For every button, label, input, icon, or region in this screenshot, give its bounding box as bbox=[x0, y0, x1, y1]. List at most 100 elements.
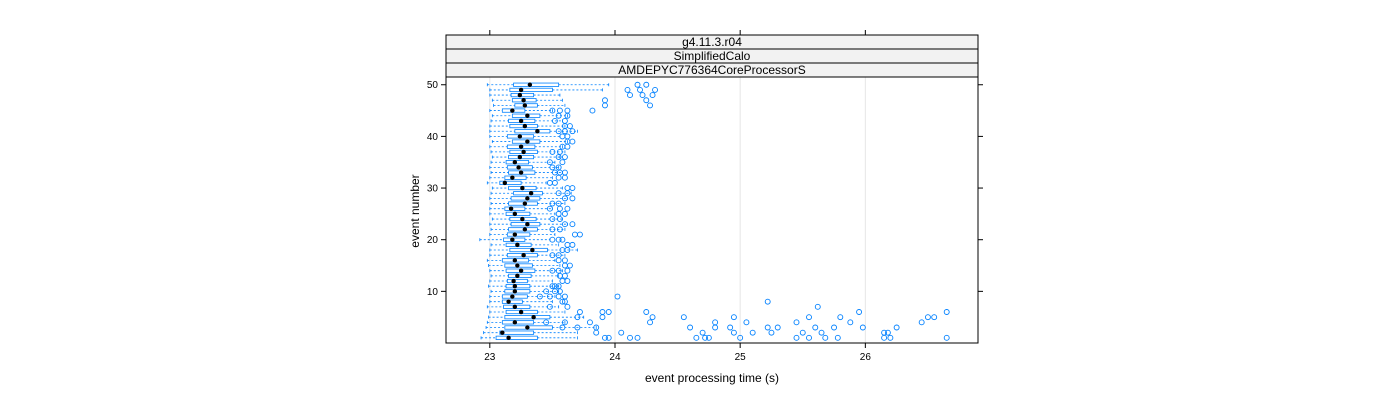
outlier-point bbox=[699, 329, 706, 336]
outlier-point bbox=[569, 185, 576, 191]
x-tick-label: 26 bbox=[860, 352, 872, 363]
outlier-point bbox=[637, 86, 643, 93]
outlier-point bbox=[576, 231, 583, 238]
box-event-40 bbox=[489, 134, 561, 139]
outlier-point bbox=[712, 324, 719, 331]
median-dot bbox=[525, 113, 530, 118]
median-dot bbox=[512, 211, 518, 217]
box-iqr bbox=[509, 247, 548, 253]
median-dot bbox=[510, 294, 515, 299]
outlier-point bbox=[561, 319, 568, 326]
box-event-16 bbox=[486, 258, 556, 263]
outlier-point bbox=[799, 329, 806, 336]
outlier-point bbox=[555, 128, 562, 135]
median-dot bbox=[517, 134, 523, 139]
strip-label-2: SimplifiedCalo bbox=[674, 49, 751, 63]
outlier-point bbox=[555, 252, 562, 259]
box-event-18 bbox=[489, 247, 578, 253]
outlier-point bbox=[806, 334, 812, 341]
box-iqr bbox=[504, 289, 531, 294]
outlier-group bbox=[536, 81, 950, 341]
x-tick-label: 24 bbox=[609, 352, 621, 363]
outlier-point bbox=[569, 221, 576, 228]
outlier-point bbox=[831, 324, 837, 331]
median-dot bbox=[522, 201, 528, 206]
box-event-8 bbox=[489, 299, 553, 304]
outlier-point bbox=[556, 272, 563, 279]
median-dot bbox=[521, 252, 526, 258]
outlier-point bbox=[566, 123, 573, 130]
box-event-42 bbox=[489, 123, 566, 129]
grid-layer bbox=[489, 77, 866, 343]
outlier-point bbox=[593, 324, 600, 331]
outlier-point bbox=[561, 169, 568, 176]
outlier-point bbox=[680, 314, 687, 321]
outlier-point bbox=[812, 324, 819, 331]
outlier-point bbox=[556, 148, 563, 155]
box-event-29 bbox=[490, 191, 572, 196]
box-iqr bbox=[505, 284, 531, 289]
outlier-point bbox=[643, 309, 650, 315]
box-event-17 bbox=[489, 252, 566, 258]
median-dot bbox=[516, 165, 521, 170]
outlier-point bbox=[556, 226, 563, 233]
outlier-point bbox=[559, 159, 566, 166]
box-event-34 bbox=[489, 165, 560, 170]
box-iqr bbox=[505, 160, 530, 165]
box-event-2 bbox=[483, 330, 578, 335]
box-event-39 bbox=[491, 139, 568, 144]
median-dot bbox=[515, 273, 520, 279]
median-dot bbox=[522, 123, 528, 129]
median-dot bbox=[518, 144, 524, 149]
strip-headers: g4.11.3.r04 SimplifiedCalo AMDEPYC776364… bbox=[445, 34, 979, 78]
y-tick-label: 30 bbox=[427, 184, 439, 195]
outlier-point bbox=[693, 334, 700, 341]
outlier-point bbox=[555, 257, 562, 264]
outlier-point bbox=[702, 334, 709, 341]
outlier-point bbox=[649, 92, 656, 99]
outlier-point bbox=[561, 272, 568, 279]
outlier-point bbox=[559, 133, 566, 140]
box-iqr bbox=[504, 175, 527, 180]
outlier-point bbox=[639, 92, 646, 99]
outlier-point bbox=[881, 334, 888, 341]
box-iqr bbox=[501, 299, 523, 304]
outlier-point bbox=[730, 314, 737, 321]
outlier-point bbox=[881, 329, 888, 336]
outlier-point bbox=[551, 283, 558, 290]
outlier-point bbox=[887, 334, 894, 341]
outlier-point bbox=[564, 143, 571, 150]
outlier-point bbox=[712, 319, 719, 326]
outlier-point bbox=[764, 324, 771, 331]
median-dot bbox=[528, 191, 534, 196]
box-event-25 bbox=[489, 211, 556, 217]
outlier-point bbox=[806, 314, 812, 321]
box-event-31 bbox=[486, 180, 547, 186]
median-dot bbox=[512, 304, 518, 310]
outlier-point bbox=[837, 314, 844, 321]
outlier-point bbox=[931, 314, 938, 321]
median-dot bbox=[535, 129, 540, 134]
outlier-point bbox=[643, 81, 650, 88]
outlier-point bbox=[743, 319, 750, 326]
outlier-point bbox=[943, 309, 950, 315]
outlier-point bbox=[543, 288, 550, 295]
box-event-23 bbox=[489, 222, 568, 227]
outlier-point bbox=[818, 329, 825, 336]
box-event-33 bbox=[490, 170, 563, 175]
box-event-19 bbox=[490, 242, 560, 248]
median-dot bbox=[510, 237, 515, 242]
median-dot bbox=[512, 232, 518, 237]
box-event-20 bbox=[479, 237, 551, 242]
outlier-point bbox=[564, 205, 571, 212]
outlier-point bbox=[599, 314, 606, 321]
outlier-point bbox=[569, 128, 576, 135]
box-event-11 bbox=[488, 283, 560, 289]
box-event-9 bbox=[489, 294, 556, 299]
outlier-point bbox=[924, 314, 931, 321]
outlier-point bbox=[564, 267, 571, 274]
outlier-point bbox=[614, 293, 621, 300]
median-dot bbox=[522, 227, 528, 232]
box-event-41 bbox=[489, 129, 578, 134]
outlier-point bbox=[546, 293, 553, 300]
